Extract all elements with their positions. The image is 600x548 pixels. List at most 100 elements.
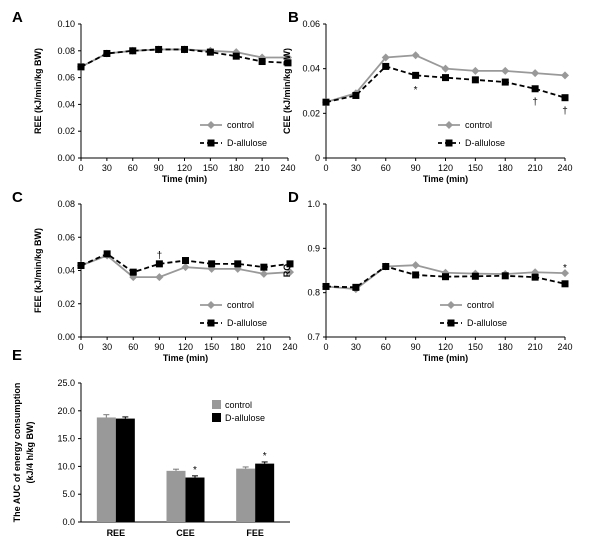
- data-point: [155, 260, 163, 268]
- y-tick-label: 0.10: [57, 19, 75, 29]
- data-point: [77, 262, 85, 270]
- data-point: [155, 273, 164, 282]
- x-tick-label: 0: [78, 342, 83, 352]
- data-point: [232, 52, 240, 60]
- legend-swatch: [212, 413, 221, 422]
- data-point: [501, 78, 509, 86]
- x-tick-label: 30: [351, 342, 361, 352]
- legend: control D-allulose: [200, 300, 267, 328]
- panel-d: D 0.7 0.8 0.9 1.0 0 30 60 90 120 150 180 210 240 Time …: [282, 189, 573, 363]
- data-point: [284, 59, 292, 67]
- data-point: [471, 66, 480, 75]
- data-point: [442, 74, 449, 82]
- x-tick-label: 120: [438, 342, 453, 352]
- y-tick-label: 0.7: [307, 332, 320, 342]
- data-point: [260, 263, 268, 271]
- data-point: [208, 260, 216, 268]
- x-tick-label: 120: [438, 163, 453, 173]
- significance-mark: *: [193, 465, 197, 476]
- panel-letter: D: [288, 189, 299, 206]
- x-tick-label: 120: [177, 163, 192, 173]
- panel-b: B 0 0.02 0.04 0.06 0 30 60 90 120 150 180 210 240 Time…: [282, 9, 573, 184]
- bar-d-allulose: [255, 463, 275, 522]
- significance-mark: †: [532, 97, 538, 108]
- y-tick-label: 0.06: [57, 232, 75, 242]
- panel-letter: E: [12, 347, 22, 364]
- legend-marker: [207, 121, 215, 129]
- panel-letter: C: [12, 189, 23, 206]
- legend-marker: [445, 139, 453, 147]
- series-line-d-allulose: [325, 65, 566, 104]
- data-point: [286, 260, 294, 268]
- data-point: [531, 85, 539, 93]
- x-axis-title: Time (min): [162, 174, 207, 184]
- significance-mark: †: [562, 106, 568, 117]
- legend: control D-allulose: [212, 400, 265, 423]
- data-point: [411, 51, 420, 60]
- y-tick-label: 0.08: [57, 46, 75, 56]
- x-tick-label: 150: [468, 163, 483, 173]
- x-tick-label: 150: [204, 342, 219, 352]
- data-point: [561, 280, 569, 288]
- legend-label: D-allulose: [467, 318, 507, 328]
- data-point: [206, 48, 214, 56]
- y-tick-label: 0.04: [57, 99, 75, 109]
- data-point: [442, 273, 449, 281]
- data-point: [501, 66, 510, 75]
- y-tick-label: 5.0: [62, 489, 75, 499]
- x-tick-label: 210: [528, 342, 543, 352]
- data-point: [381, 53, 390, 62]
- x-tick-label: 0: [78, 163, 83, 173]
- y-axis-title: RQ: [282, 264, 292, 278]
- legend-label: control: [227, 120, 254, 130]
- y-tick-label: 0.8: [307, 288, 320, 298]
- y-tick-label: 0.02: [57, 299, 75, 309]
- x-tick-label: 240: [557, 342, 572, 352]
- data-point: [382, 263, 390, 271]
- y-tick-label: 0.06: [302, 19, 320, 29]
- data-point: [471, 76, 479, 84]
- legend-label: D-allulose: [465, 138, 505, 148]
- x-tick-label: 120: [178, 342, 193, 352]
- panel-letter: B: [288, 9, 299, 26]
- y-tick-label: 20.0: [57, 406, 75, 416]
- data-point: [322, 98, 330, 106]
- x-tick-label: 210: [528, 163, 543, 173]
- data-point: [412, 71, 420, 79]
- x-tick-label: 60: [381, 163, 391, 173]
- x-tick-label: 180: [498, 342, 513, 352]
- legend-marker: [447, 319, 455, 327]
- data-point: [258, 58, 266, 66]
- legend-marker: [207, 319, 215, 327]
- y-tick-label: 0.02: [302, 108, 320, 118]
- data-point: [286, 268, 294, 277]
- bar-control: [96, 417, 116, 522]
- x-tick-label: 90: [411, 163, 421, 173]
- data-point: [259, 269, 268, 278]
- data-point: [561, 94, 569, 102]
- y-tick-label: 0.00: [57, 153, 75, 163]
- data-point: [234, 260, 242, 268]
- x-tick-label: CEE: [176, 528, 195, 538]
- legend-label: D-allulose: [227, 138, 267, 148]
- x-axis-title: Time (min): [423, 174, 468, 184]
- legend-label: control: [465, 120, 492, 130]
- data-point: [77, 63, 85, 71]
- data-point: [412, 271, 420, 279]
- x-tick-label: 180: [230, 342, 245, 352]
- series-line-d-allulose: [325, 265, 566, 289]
- x-tick-label: 90: [411, 342, 421, 352]
- y-tick-label: 0.9: [307, 243, 320, 253]
- data-point: [103, 250, 111, 258]
- legend-label: control: [467, 300, 494, 310]
- x-tick-label: 30: [102, 342, 112, 352]
- data-point: [382, 62, 390, 70]
- legend-label: control: [227, 300, 254, 310]
- data-point: [352, 91, 360, 99]
- data-point: [129, 47, 137, 55]
- significance-mark: *: [263, 451, 267, 462]
- x-tick-label: 150: [468, 342, 483, 352]
- y-tick-label: 1.0: [307, 199, 320, 209]
- legend: control D-allulose: [440, 300, 507, 328]
